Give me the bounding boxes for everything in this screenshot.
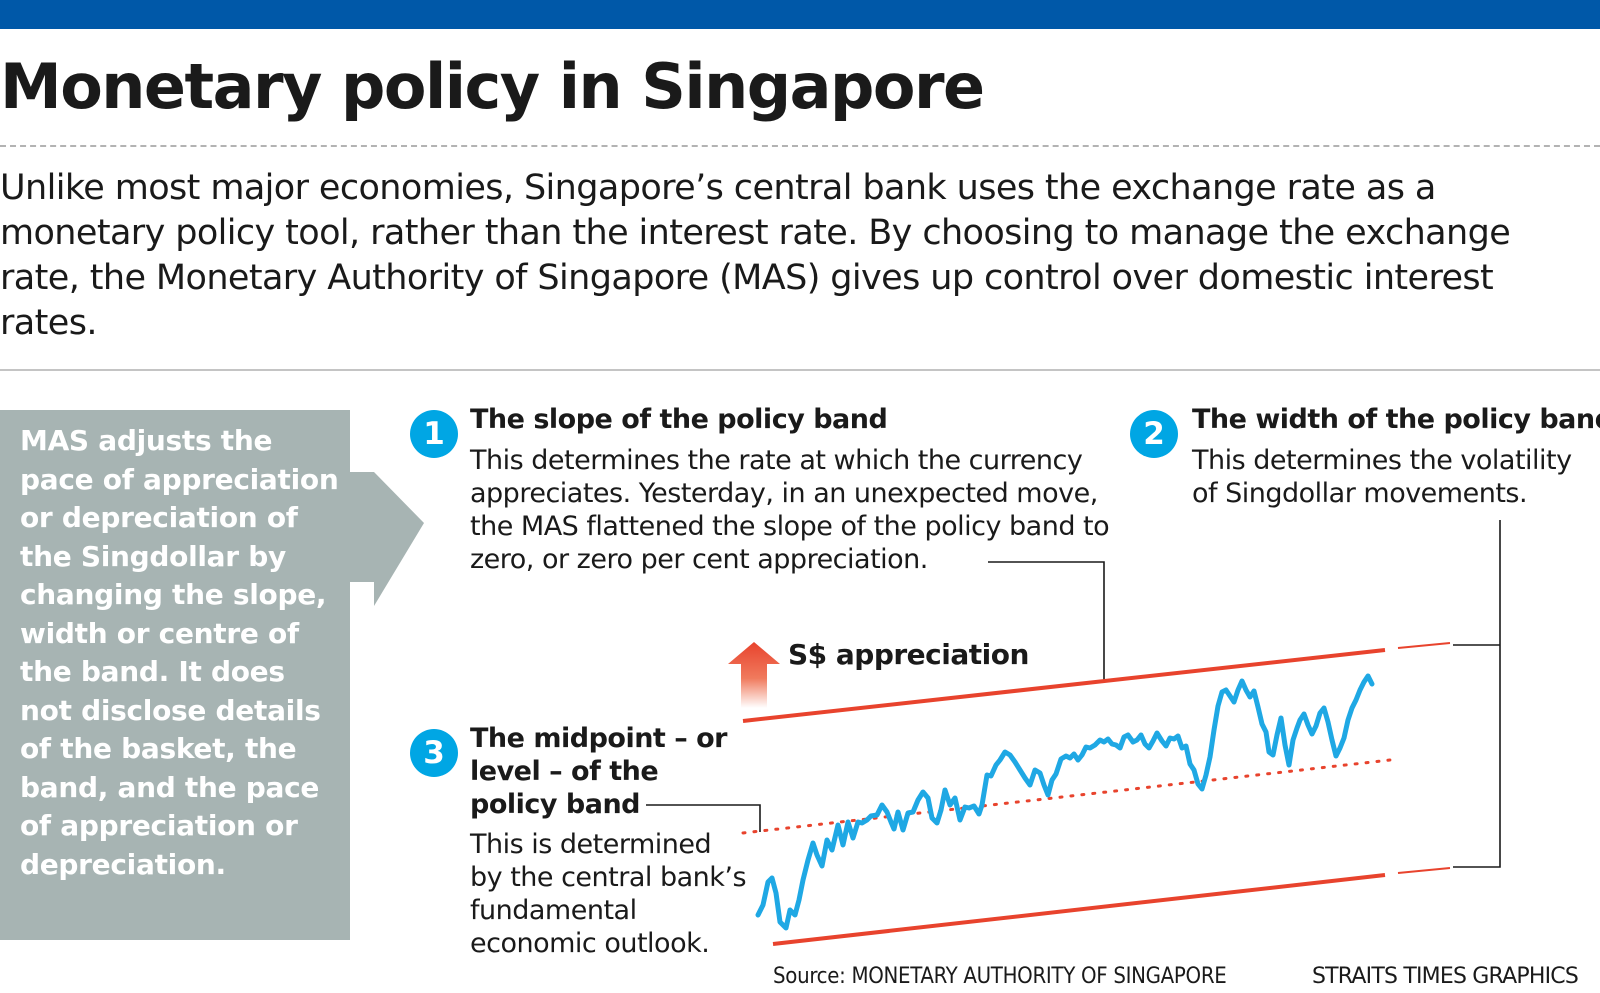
width-heading: The width of the policy band	[1192, 404, 1600, 435]
width-description: This determines the volatility of Singdo…	[1192, 445, 1572, 509]
right-arrow-icon	[0, 410, 424, 940]
exchange-rate-line	[755, 673, 1375, 931]
leader-lines	[646, 520, 1501, 868]
upper-band-line	[742, 648, 1386, 723]
up-arrow-icon	[728, 642, 780, 708]
intro-paragraph: Unlike most major economies, Singapore’s…	[0, 168, 1511, 343]
slope-leader-line	[988, 561, 1105, 680]
section-divider	[0, 369, 1600, 371]
midpoint-leader-line	[646, 804, 761, 832]
number-badge-1: 1	[410, 410, 458, 458]
number-badge-2: 2	[1130, 410, 1178, 458]
midpoint-dotted-line	[741, 758, 1392, 835]
title-divider	[0, 145, 1600, 147]
upper-band-extension	[1397, 642, 1451, 649]
source-note: Source: MONETARY AUTHORITY OF SINGAPORE	[773, 964, 1227, 989]
sidebar-arrow-panel	[0, 410, 424, 940]
page-title: Monetary policy in Singapore	[0, 50, 985, 123]
sidebar-text: MAS adjusts the pace of appreciation or …	[20, 424, 339, 881]
midpoint-description: This is determined by the central bank’s…	[470, 829, 747, 959]
number-badge-3: 3	[410, 729, 458, 777]
width-leader-line	[1453, 520, 1501, 868]
appreciation-label: S$ appreciation	[788, 638, 1029, 671]
graphics-credit: STRAITS TIMES GRAPHICS	[1312, 964, 1579, 989]
slope-heading: The slope of the policy band	[470, 404, 888, 435]
midpoint-heading: The midpoint – or level – of the policy …	[470, 723, 728, 820]
top-color-bar	[0, 0, 1600, 29]
lower-band-line	[772, 873, 1386, 946]
lower-band-extension	[1397, 867, 1451, 874]
slope-description: This determines the rate at which the cu…	[470, 445, 1110, 575]
